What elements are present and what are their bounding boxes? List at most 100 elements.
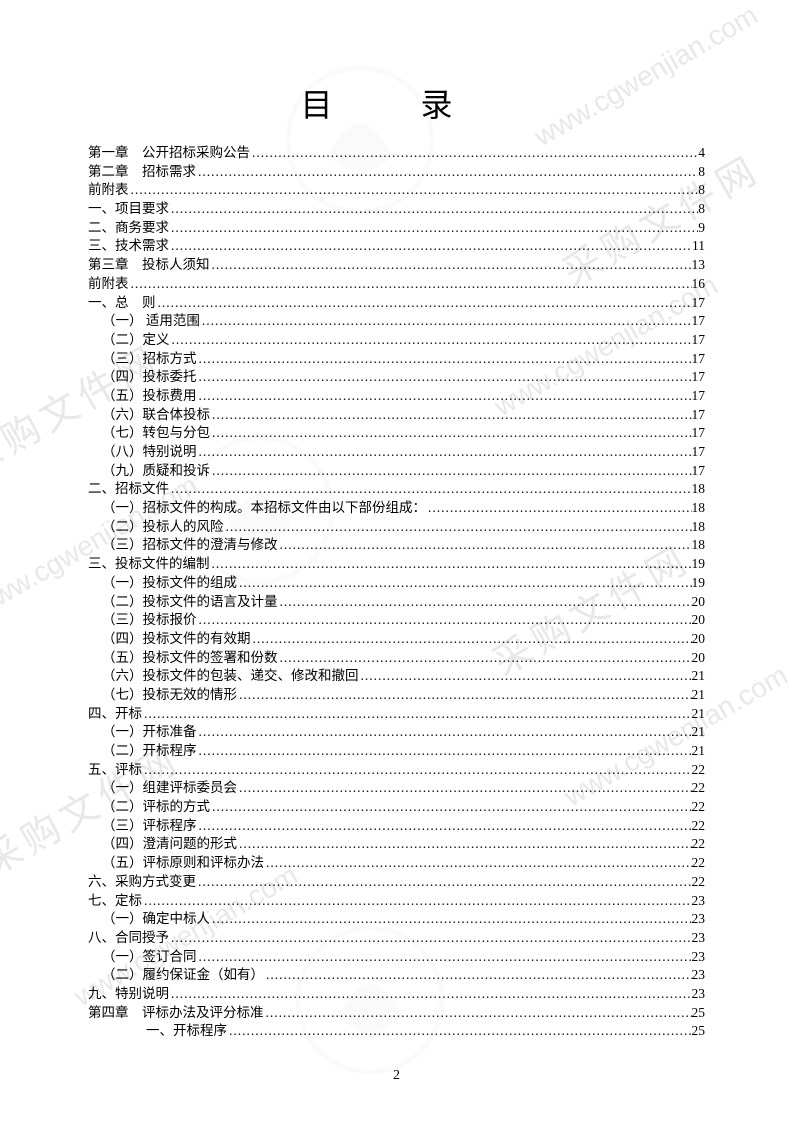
toc-label: （四）投标文件的有效期 xyxy=(102,632,251,646)
toc-row: （六）投标文件的包装、递交、修改和撤回21 xyxy=(88,669,705,683)
toc-label: （五）评标原则和评标办法 xyxy=(102,856,264,870)
toc-row: 一、总 则 17 xyxy=(88,296,705,310)
toc-leader-dots xyxy=(426,501,692,515)
toc-page: 17 xyxy=(692,314,706,328)
toc-page: 22 xyxy=(692,856,706,870)
toc-row: 一、开标程序25 xyxy=(88,1024,705,1038)
toc-label: （五）投标费用 xyxy=(102,389,197,403)
toc-label: 第二章 招标需求 xyxy=(88,165,196,179)
toc-leader-dots xyxy=(278,651,692,665)
toc-leader-dots xyxy=(250,146,698,160)
toc-row: （一）组建评标委员会22 xyxy=(88,781,705,795)
toc-leader-dots xyxy=(359,669,692,683)
toc-leader-dots xyxy=(210,464,692,478)
toc-label: （六）投标文件的包装、递交、修改和撤回 xyxy=(102,669,359,683)
toc-label: （二）投标文件的语言及计量 xyxy=(102,595,278,609)
toc-page: 21 xyxy=(692,707,706,721)
toc-page: 21 xyxy=(692,744,706,758)
toc-leader-dots xyxy=(224,520,692,534)
toc-row: 前附表8 xyxy=(88,183,705,197)
toc-label: （三）招标方式 xyxy=(102,352,197,366)
toc-row: （三）评标程序22 xyxy=(88,819,705,833)
toc-row: （七）投标无效的情形 21 xyxy=(88,688,705,702)
toc-leader-dots xyxy=(170,333,692,347)
toc-page: 18 xyxy=(692,520,706,534)
toc-row: （二）评标的方式22 xyxy=(88,800,705,814)
toc-label: （四）澄清问题的形式 xyxy=(102,837,237,851)
toc-label: （二）开标程序 xyxy=(102,744,197,758)
toc-leader-dots xyxy=(210,426,692,440)
toc-row: （三）招标方式17 xyxy=(88,352,705,366)
toc-leader-dots xyxy=(210,408,692,422)
toc-row: （四）澄清问题的形式22 xyxy=(88,837,705,851)
toc-page: 17 xyxy=(692,445,706,459)
toc-label: 八、合同授予 xyxy=(88,931,169,945)
toc-page: 19 xyxy=(692,576,706,590)
toc-leader-dots xyxy=(197,950,692,964)
toc-row: 第四章 评标办法及评分标准25 xyxy=(88,1006,705,1020)
toc-leader-dots xyxy=(237,837,692,851)
toc-row: （一）签订合同23 xyxy=(88,950,705,964)
toc-label: 九、特别说明 xyxy=(88,987,169,1001)
toc-list: 第一章 公开招标采购公告4第二章 招标需求8前附表8一、项目要求8二、商务要求9… xyxy=(88,146,705,1038)
toc-leader-dots xyxy=(129,183,699,197)
toc-page: 21 xyxy=(692,688,706,702)
toc-leader-dots xyxy=(210,912,692,926)
toc-leader-dots xyxy=(197,389,692,403)
toc-row: （二）投标文件的语言及计量20 xyxy=(88,595,705,609)
toc-page: 8 xyxy=(698,183,705,197)
toc-label: （一）招标文件的构成。本招标文件由以下部份组成： xyxy=(102,501,426,515)
toc-label: 第三章 投标人须知 xyxy=(88,258,210,272)
toc-row: （九）质疑和投诉17 xyxy=(88,464,705,478)
toc-row: 八、合同授予23 xyxy=(88,931,705,945)
page-content: 目 录 第一章 公开招标采购公告4第二章 招标需求8前附表8一、项目要求8二、商… xyxy=(0,0,793,1083)
toc-row: （三）招标文件的澄清与修改18 xyxy=(88,538,705,552)
toc-label: （三）评标程序 xyxy=(102,819,197,833)
toc-label: （三）投标报价 xyxy=(102,613,197,627)
toc-row: （一） 适用范围17 xyxy=(88,314,705,328)
toc-leader-dots xyxy=(169,987,692,1001)
toc-page: 17 xyxy=(692,296,706,310)
toc-row: （五）投标费用17 xyxy=(88,389,705,403)
toc-row: （二）投标人的风险18 xyxy=(88,520,705,534)
toc-row: 第一章 公开招标采购公告 4 xyxy=(88,146,705,160)
toc-page: 23 xyxy=(692,894,706,908)
toc-leader-dots xyxy=(197,370,692,384)
toc-row: （一）确定中标人23 xyxy=(88,912,705,926)
toc-row: 二、商务要求 9 xyxy=(88,221,705,235)
toc-label: （九）质疑和投诉 xyxy=(102,464,210,478)
toc-row: 四、开标21 xyxy=(88,707,705,721)
toc-row: （三）投标报价20 xyxy=(88,613,705,627)
toc-page: 17 xyxy=(692,408,706,422)
toc-label: （一）确定中标人 xyxy=(102,912,210,926)
toc-label: （一）投标文件的组成 xyxy=(102,576,237,590)
toc-page: 8 xyxy=(698,165,705,179)
toc-label: 二、商务要求 xyxy=(88,221,169,235)
toc-page: 25 xyxy=(692,1006,706,1020)
toc-label: 三、技术需求 xyxy=(88,239,169,253)
toc-label: 一、总 则 xyxy=(88,296,156,310)
page-number: 2 xyxy=(0,1068,793,1084)
toc-leader-dots xyxy=(278,595,692,609)
toc-page: 9 xyxy=(698,221,705,235)
toc-label: （二）评标的方式 xyxy=(102,800,210,814)
toc-page: 18 xyxy=(692,501,706,515)
toc-label: 第一章 公开招标采购公告 xyxy=(88,146,250,160)
toc-page: 23 xyxy=(692,987,706,1001)
toc-row: 第三章 投标人须知13 xyxy=(88,258,705,272)
toc-row: （一）招标文件的构成。本招标文件由以下部份组成： 18 xyxy=(88,501,705,515)
toc-page: 22 xyxy=(692,763,706,777)
toc-page: 4 xyxy=(698,146,705,160)
toc-row: （六）联合体投标17 xyxy=(88,408,705,422)
toc-leader-dots xyxy=(278,538,692,552)
toc-row: 三、技术需求11 xyxy=(88,239,705,253)
toc-label: （七）投标无效的情形 xyxy=(102,688,237,702)
toc-leader-dots xyxy=(142,763,692,777)
toc-label: （二）定义 xyxy=(102,333,170,347)
toc-page: 20 xyxy=(692,632,706,646)
toc-page: 20 xyxy=(692,651,706,665)
toc-label: 五、评标 xyxy=(88,763,142,777)
toc-page: 8 xyxy=(698,202,705,216)
toc-label: （一）签订合同 xyxy=(102,950,197,964)
toc-row: （八）特别说明17 xyxy=(88,445,705,459)
